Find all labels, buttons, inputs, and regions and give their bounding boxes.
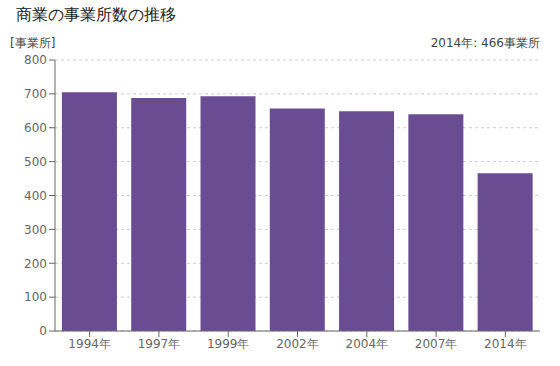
svg-text:100: 100 (24, 290, 47, 304)
svg-text:2002年: 2002年 (276, 337, 319, 351)
svg-text:2014年: 2014年 (484, 337, 527, 351)
svg-text:600: 600 (24, 121, 47, 135)
svg-text:1994年: 1994年 (68, 337, 111, 351)
svg-text:400: 400 (24, 189, 47, 203)
svg-text:2007年: 2007年 (415, 337, 458, 351)
html-text:2014年: 466事業所: 2014年: 466事業所 (430, 36, 540, 50)
svg-text:1999年: 1999年 (207, 337, 250, 351)
svg-text:1997年: 1997年 (138, 337, 181, 351)
svg-text:300: 300 (24, 223, 47, 237)
html-text:[事業所]: [事業所] (10, 36, 56, 50)
svg-text:200: 200 (24, 257, 47, 271)
svg-text:2004年: 2004年 (346, 337, 389, 351)
svg-text:500: 500 (24, 155, 47, 169)
svg-text:0: 0 (39, 324, 47, 338)
svg-text:700: 700 (24, 87, 47, 101)
svg-text:800: 800 (24, 53, 47, 67)
html-text:商業の事業所数の推移: 商業の事業所数の推移 (16, 5, 176, 24)
